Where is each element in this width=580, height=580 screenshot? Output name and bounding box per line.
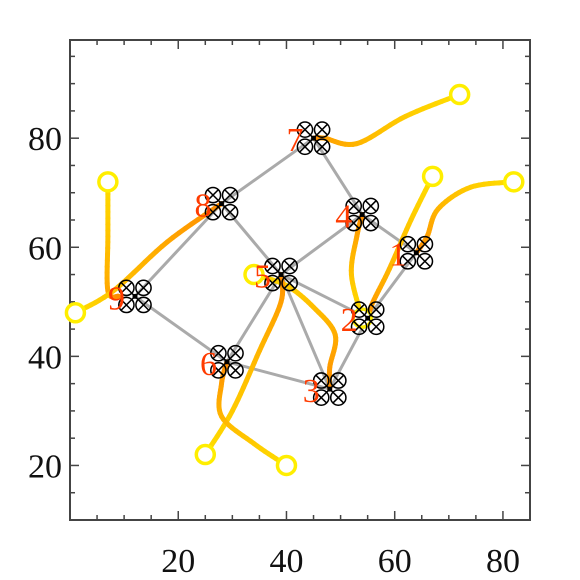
start-marker: [97, 171, 119, 193]
drone-label-3: 3: [303, 373, 320, 410]
drone-label-5: 5: [254, 259, 271, 296]
formation-edge: [133, 202, 223, 298]
x-tick-label: 40: [269, 543, 303, 580]
drone-label-7: 7: [287, 122, 304, 159]
formation-edge: [226, 360, 331, 391]
drone-label-8: 8: [195, 188, 212, 225]
y-tick-label: 40: [28, 339, 62, 376]
drone-label-2: 2: [341, 302, 358, 339]
formation-edge: [361, 213, 418, 254]
trajectory-8: [64, 201, 225, 324]
formation-edge: [225, 273, 283, 363]
trajectory-6: [216, 359, 298, 477]
formation-edge: [280, 273, 369, 320]
x-tick-label: 80: [486, 543, 520, 580]
start-marker: [243, 263, 265, 286]
start-marker: [275, 454, 298, 477]
trajectory-7: [97, 171, 122, 300]
formation-edge: [279, 273, 332, 390]
drone-nodes: 123 4 5 6 7 8 9: [108, 121, 434, 410]
formation-edge: [366, 251, 418, 320]
formation-edge: [312, 137, 364, 216]
axis-ticks: 20 40 60 80 20 40 60 80: [28, 40, 530, 580]
x-tick-label: 20: [161, 543, 195, 580]
drone-label-9: 9: [108, 280, 125, 317]
formation-edge: [280, 213, 364, 276]
drone-label-1: 1: [389, 237, 406, 274]
start-marker: [64, 301, 87, 324]
drone-label-4: 4: [335, 199, 352, 236]
formation-edge: [220, 202, 283, 276]
x-tick-label: 60: [378, 543, 412, 580]
start-marker: [351, 307, 373, 329]
start-marker: [194, 443, 217, 466]
drone-label-6: 6: [200, 346, 217, 383]
start-marker: [421, 165, 444, 188]
y-tick-label: 80: [28, 121, 62, 158]
trajectory-5: [194, 272, 286, 466]
y-tick-label: 20: [28, 448, 62, 485]
y-tick-label: 60: [28, 230, 62, 267]
start-marker: [448, 83, 471, 106]
trajectory-4: [311, 83, 471, 148]
plot-frame: [69, 39, 531, 521]
start-marker: [503, 171, 525, 193]
